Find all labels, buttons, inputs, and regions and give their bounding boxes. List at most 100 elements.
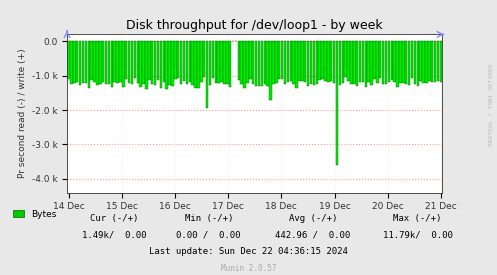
Text: 1.49k/  0.00: 1.49k/ 0.00 (82, 231, 147, 240)
Bar (272, 41, 275, 84)
Bar (67, 41, 70, 79)
Bar (304, 41, 307, 82)
Bar (249, 41, 251, 79)
Bar (301, 41, 304, 81)
Bar (422, 41, 425, 83)
Bar (157, 41, 159, 80)
Bar (388, 41, 390, 82)
Bar (96, 41, 98, 85)
Bar (119, 41, 122, 82)
Bar (353, 41, 355, 84)
Bar (379, 41, 382, 78)
Text: Avg (-/+): Avg (-/+) (289, 214, 337, 223)
Bar (220, 41, 223, 82)
Bar (163, 41, 165, 82)
Bar (324, 41, 327, 81)
Bar (160, 41, 162, 88)
Bar (116, 41, 119, 83)
Bar (105, 41, 107, 84)
Bar (82, 41, 84, 83)
Text: 442.96 /  0.00: 442.96 / 0.00 (275, 231, 351, 240)
Bar (373, 41, 376, 79)
Text: Max (-/+): Max (-/+) (393, 214, 442, 223)
Bar (287, 41, 289, 82)
Bar (391, 41, 393, 80)
Bar (252, 41, 254, 84)
Bar (166, 41, 168, 89)
Bar (269, 41, 272, 100)
Text: Cur (-/+): Cur (-/+) (90, 214, 139, 223)
Bar (367, 41, 370, 82)
Bar (76, 41, 79, 82)
Bar (338, 41, 341, 85)
Bar (341, 41, 344, 83)
Bar (405, 41, 408, 84)
Bar (73, 41, 76, 83)
Bar (336, 41, 338, 165)
Bar (87, 41, 90, 88)
Bar (376, 41, 379, 83)
Bar (382, 41, 384, 84)
Bar (203, 41, 205, 77)
Bar (333, 41, 335, 83)
Bar (229, 41, 232, 87)
Bar (284, 41, 286, 84)
Bar (111, 41, 113, 87)
Bar (327, 41, 330, 82)
Bar (137, 41, 139, 83)
Bar (241, 41, 243, 84)
Bar (292, 41, 295, 84)
Bar (278, 41, 280, 79)
Bar (194, 41, 197, 88)
Bar (402, 41, 405, 83)
Bar (313, 41, 315, 85)
Bar (425, 41, 428, 83)
Bar (440, 41, 442, 82)
Bar (255, 41, 257, 86)
Bar (350, 41, 353, 84)
Bar (330, 41, 332, 81)
Bar (295, 41, 298, 88)
Title: Disk throughput for /dev/loop1 - by week: Disk throughput for /dev/loop1 - by week (126, 19, 383, 32)
Bar (186, 41, 188, 84)
Bar (171, 41, 173, 87)
Bar (411, 41, 413, 78)
Text: Last update: Sun Dec 22 04:36:15 2024: Last update: Sun Dec 22 04:36:15 2024 (149, 248, 348, 256)
Legend: Bytes: Bytes (9, 206, 60, 222)
Bar (93, 41, 96, 81)
Bar (394, 41, 396, 82)
Bar (168, 41, 171, 85)
Bar (365, 41, 367, 87)
Bar (316, 41, 318, 84)
Bar (183, 41, 185, 81)
Bar (397, 41, 399, 87)
Bar (90, 41, 93, 80)
Bar (247, 41, 248, 83)
Bar (408, 41, 411, 85)
Bar (434, 41, 436, 82)
Bar (428, 41, 430, 81)
Bar (188, 41, 191, 82)
Bar (399, 41, 402, 83)
Bar (362, 41, 364, 82)
Bar (419, 41, 422, 81)
Bar (99, 41, 101, 84)
Bar (128, 41, 130, 83)
Bar (290, 41, 292, 81)
Bar (261, 41, 263, 86)
Bar (140, 41, 142, 87)
Bar (206, 41, 208, 108)
Bar (154, 41, 157, 85)
Text: Munin 2.0.57: Munin 2.0.57 (221, 264, 276, 273)
Bar (174, 41, 176, 79)
Bar (266, 41, 269, 86)
Bar (125, 41, 128, 79)
Bar (180, 41, 182, 84)
Bar (431, 41, 433, 82)
Bar (84, 41, 87, 83)
Bar (238, 41, 240, 80)
Bar (122, 41, 125, 87)
Bar (307, 41, 309, 86)
Bar (209, 41, 211, 85)
Bar (215, 41, 217, 82)
